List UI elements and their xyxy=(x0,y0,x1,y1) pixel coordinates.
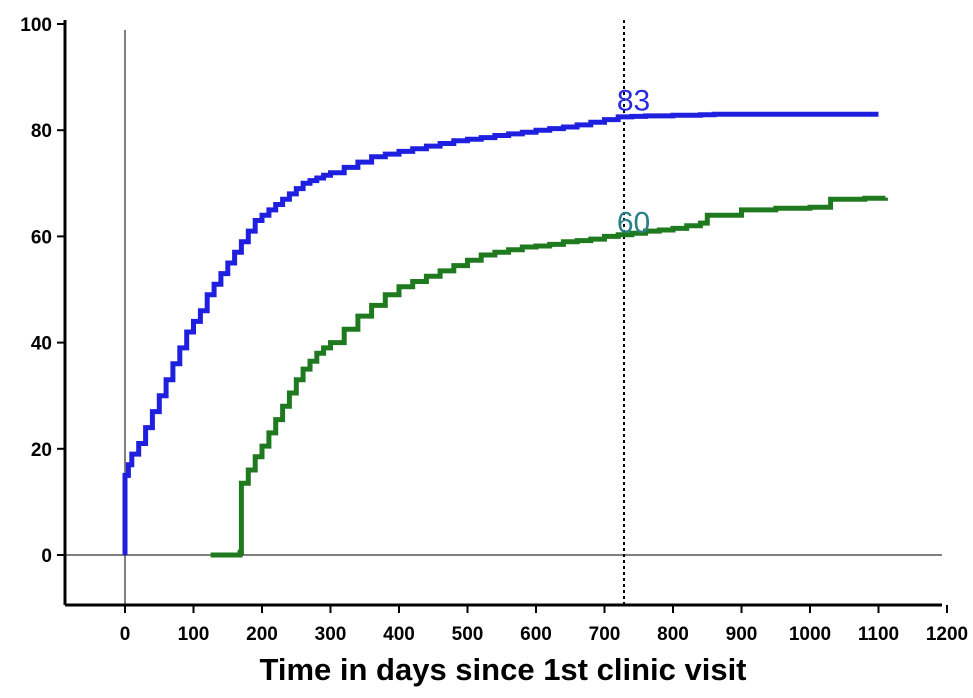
y-tick-label: 40 xyxy=(31,334,52,355)
series-line-blue xyxy=(125,114,879,555)
reference-lines-layer xyxy=(65,20,942,605)
y-tick-label: 0 xyxy=(41,546,52,567)
y-tick-label: 80 xyxy=(31,121,52,142)
value-annotation: 83 xyxy=(617,84,650,117)
x-tick-label: 1200 xyxy=(926,624,968,645)
x-tick-label: 300 xyxy=(315,624,347,645)
x-tick-label: 1000 xyxy=(789,624,831,645)
x-tick-label: 1100 xyxy=(858,624,899,645)
series-layer xyxy=(125,114,885,555)
x-tick-label: 500 xyxy=(452,624,484,645)
y-tick-label: 100 xyxy=(20,15,52,36)
x-tick-label: 400 xyxy=(383,624,415,645)
annotations-layer: 83 60 xyxy=(617,84,650,239)
y-ticks: 0 20 40 60 80 100 xyxy=(20,15,65,567)
x-tick-label: 800 xyxy=(657,624,689,645)
series-line-green xyxy=(211,198,886,555)
x-tick-label: 100 xyxy=(178,624,210,645)
x-tick-label: 600 xyxy=(520,624,552,645)
x-tick-label: 200 xyxy=(246,624,278,645)
value-annotation: 60 xyxy=(617,206,650,239)
y-tick-label: 60 xyxy=(31,227,52,248)
x-tick-label: 900 xyxy=(726,624,758,645)
y-tick-label: 20 xyxy=(31,440,52,461)
axes-layer: 0 100 200 300 400 500 600 700 800 900 1000 1100 1200… xyxy=(20,15,968,645)
x-tick-label: 0 xyxy=(120,624,131,645)
x-tick-label: 700 xyxy=(589,624,621,645)
x-ticks: 0 100 200 300 400 500 600 700 800 900 1000 1100 1200 xyxy=(120,605,968,645)
x-axis-title: Time in days since 1st clinic visit xyxy=(259,652,746,687)
